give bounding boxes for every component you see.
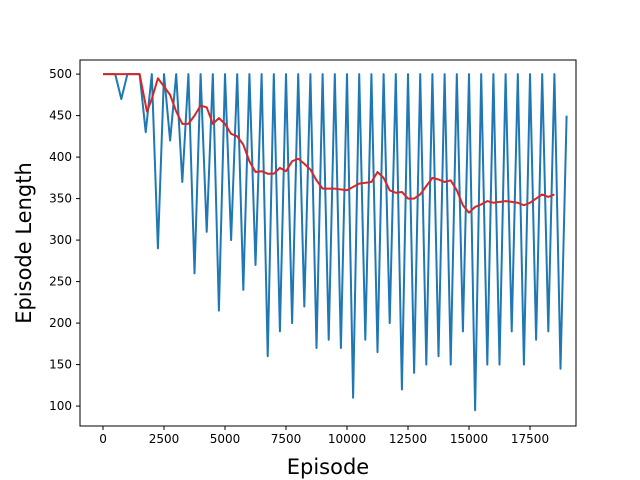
y-tick-label: 350	[49, 192, 72, 206]
y-tick-label: 300	[49, 233, 72, 247]
series-line	[103, 73, 555, 214]
x-tick-label: 17500	[511, 432, 549, 446]
y-axis-label: Episode Length	[12, 162, 36, 324]
x-tick-label: 15000	[450, 432, 488, 446]
x-tick-label: 7500	[271, 432, 302, 446]
y-tick-label: 100	[49, 399, 72, 413]
y-tick-label: 450	[49, 109, 72, 123]
y-tick-label: 500	[49, 67, 72, 81]
y-tick-label: 250	[49, 275, 72, 289]
series-line	[103, 73, 568, 412]
x-tick-label: 12500	[389, 432, 427, 446]
axes-frame	[79, 59, 577, 427]
x-tick-label: 0	[99, 432, 107, 446]
x-axis-label: Episode	[287, 455, 369, 479]
x-tick-label: 5000	[210, 432, 241, 446]
plot-area	[103, 73, 568, 412]
x-tick-label: 2500	[149, 432, 180, 446]
y-tick-label: 400	[49, 150, 72, 164]
y-tick-label: 150	[49, 358, 72, 372]
y-tick-label: 200	[49, 316, 72, 330]
x-tick-label: 10000	[328, 432, 366, 446]
